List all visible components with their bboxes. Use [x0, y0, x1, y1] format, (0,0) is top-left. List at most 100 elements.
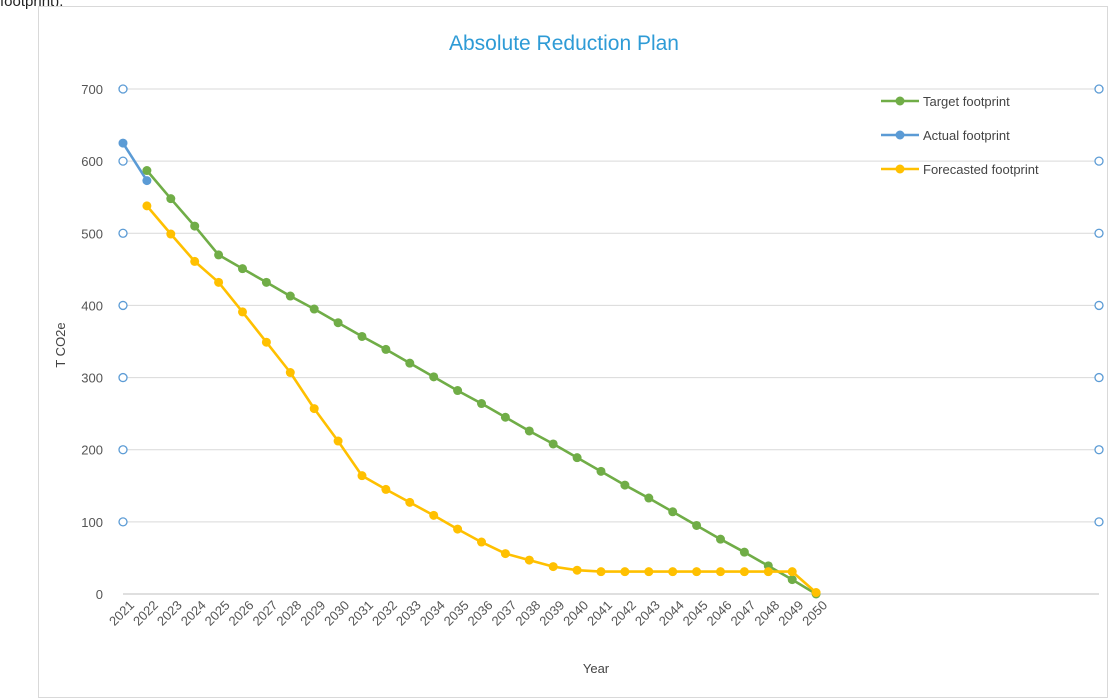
- data-point-2-2040: [572, 565, 582, 575]
- x-tick-2030: 2030: [321, 598, 352, 629]
- data-point-2-2031: [357, 471, 367, 481]
- y-tick-300: 300: [81, 371, 103, 386]
- y-tick-0: 0: [96, 587, 103, 602]
- y-tick-100: 100: [81, 515, 103, 530]
- data-point-2-2025: [214, 277, 224, 287]
- right-edge-marker-200: [1094, 445, 1104, 455]
- data-point-2-2039: [548, 562, 558, 572]
- data-point-2-2050: [811, 588, 821, 598]
- data-point-0-2024: [190, 221, 200, 231]
- y-tick-500: 500: [81, 226, 103, 241]
- x-tick-2041: 2041: [584, 598, 615, 629]
- data-point-0-2028: [285, 291, 295, 301]
- x-tick-2029: 2029: [297, 598, 328, 629]
- data-point-0-2033: [405, 358, 415, 368]
- x-tick-2031: 2031: [345, 598, 376, 629]
- data-point-0-2037: [500, 412, 510, 422]
- data-point-0-2038: [524, 426, 534, 436]
- series-points: [118, 138, 821, 599]
- x-tick-2036: 2036: [465, 598, 496, 629]
- data-point-2-2035: [453, 524, 463, 534]
- data-point-0-2030: [333, 318, 343, 328]
- data-point-2-2041: [596, 567, 606, 577]
- data-point-0-2047: [739, 547, 749, 557]
- data-point-0-2046: [716, 534, 725, 544]
- data-point-2-2032: [381, 484, 391, 494]
- x-tick-2038: 2038: [512, 598, 543, 629]
- x-tick-2034: 2034: [417, 598, 448, 629]
- y-axis-label: T CO2e: [53, 322, 68, 367]
- x-tick-2044: 2044: [656, 598, 687, 629]
- x-tick-2024: 2024: [178, 598, 209, 629]
- axis-edge-markers: [118, 84, 1104, 527]
- data-point-0-2041: [596, 466, 606, 476]
- data-point-0-2031: [357, 331, 367, 341]
- x-tick-2035: 2035: [441, 598, 472, 629]
- x-tick-2021: 2021: [106, 598, 137, 629]
- x-tick-2048: 2048: [751, 598, 782, 629]
- left-edge-marker-400: [118, 300, 128, 311]
- x-tick-2047: 2047: [727, 598, 758, 629]
- left-edge-marker-200: [118, 445, 128, 455]
- x-axis-label: Year: [583, 661, 610, 676]
- x-tick-2025: 2025: [202, 598, 233, 629]
- data-point-2-2042: [620, 567, 630, 577]
- x-tick-2027: 2027: [249, 598, 280, 629]
- data-point-2-2026: [238, 307, 247, 317]
- x-tick-2022: 2022: [130, 598, 161, 629]
- x-tick-2032: 2032: [369, 598, 400, 629]
- legend-marker-1: [895, 130, 905, 140]
- x-tick-2026: 2026: [226, 598, 257, 629]
- data-point-0-2040: [572, 453, 582, 463]
- right-edge-marker-500: [1094, 228, 1104, 238]
- data-point-0-2045: [692, 520, 702, 530]
- data-point-2-2037: [500, 549, 510, 559]
- data-point-2-2038: [524, 555, 534, 565]
- data-point-0-2025: [214, 250, 224, 260]
- data-point-0-2029: [309, 304, 319, 314]
- data-point-2-2033: [405, 497, 415, 507]
- data-point-0-2026: [238, 264, 247, 274]
- data-point-2-2024: [190, 256, 200, 266]
- right-edge-marker-300: [1094, 372, 1104, 383]
- legend-label-2: Forecasted footprint: [923, 162, 1039, 177]
- data-point-0-2049: [787, 575, 797, 585]
- legend-label-1: Actual footprint: [923, 128, 1010, 143]
- legend-marker-2: [895, 164, 905, 174]
- data-point-2-2023: [166, 229, 176, 239]
- y-tick-200: 200: [81, 443, 103, 458]
- data-point-0-2043: [644, 493, 654, 503]
- data-point-2-2049: [787, 567, 797, 577]
- x-tick-2042: 2042: [608, 598, 639, 629]
- data-point-2-2034: [429, 510, 439, 520]
- left-edge-marker-500: [118, 228, 128, 238]
- x-tick-2028: 2028: [273, 598, 304, 629]
- y-tick-400: 400: [81, 298, 103, 313]
- data-point-0-2035: [453, 386, 463, 396]
- data-point-0-2039: [548, 439, 558, 449]
- gridlines: [123, 88, 1099, 595]
- data-point-2-2027: [261, 337, 271, 347]
- data-point-2-2047: [739, 567, 749, 577]
- left-edge-marker-700: [118, 84, 128, 94]
- legend-marker-0: [895, 96, 905, 106]
- x-tick-2045: 2045: [680, 598, 711, 629]
- x-tick-2039: 2039: [536, 598, 567, 629]
- x-tick-2033: 2033: [393, 598, 424, 629]
- data-point-2-2030: [333, 436, 343, 446]
- data-point-1-2021: [118, 138, 128, 148]
- x-tick-labels: 2021202220232024202520262027202820292030…: [106, 598, 830, 629]
- legend: Target footprint Actual footprint Forecast…: [881, 94, 1039, 177]
- data-point-0-2023: [166, 194, 176, 204]
- left-edge-marker-100: [118, 517, 128, 527]
- legend-label-0: Target footprint: [923, 94, 1010, 109]
- x-tick-2023: 2023: [154, 598, 185, 629]
- data-point-2-2046: [716, 567, 725, 577]
- data-point-2-2028: [285, 368, 295, 378]
- right-edge-marker-100: [1094, 517, 1104, 527]
- x-tick-2037: 2037: [488, 598, 519, 629]
- data-point-0-2042: [620, 480, 630, 490]
- x-tick-2049: 2049: [775, 598, 806, 629]
- y-tick-600: 600: [81, 154, 103, 169]
- data-point-2-2043: [644, 567, 654, 577]
